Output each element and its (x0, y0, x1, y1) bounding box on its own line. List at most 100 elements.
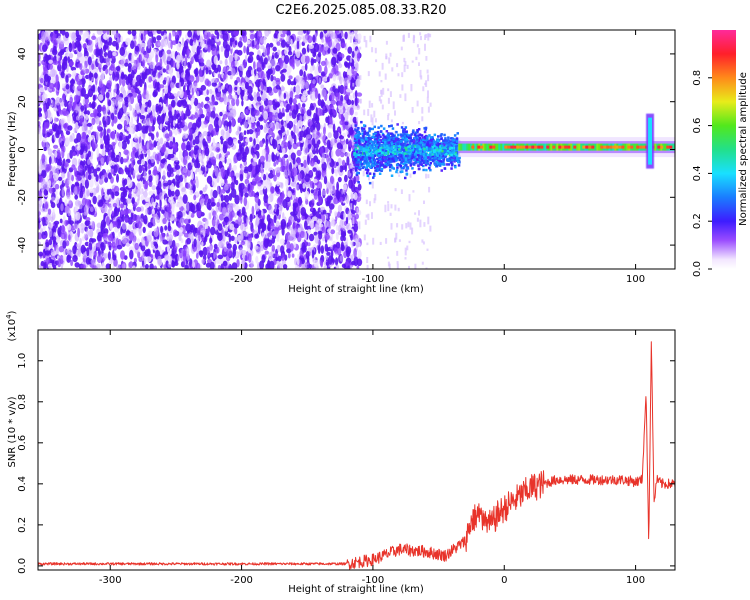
heatmap-cell (223, 246, 227, 252)
heatmap-cell (254, 233, 260, 239)
heatmap-cell (270, 74, 274, 82)
heatmap-cell (109, 131, 113, 139)
heatmap-cell (301, 65, 306, 71)
heatmap-cell (162, 113, 165, 123)
heatmap-cell (38, 181, 41, 190)
heatmap-cell (296, 36, 302, 41)
heatmap-cell (151, 133, 155, 141)
heatmap-cell (246, 116, 251, 121)
heatmap-cell (100, 136, 103, 147)
heatmap-cell (347, 210, 352, 221)
heatmap-cell (60, 49, 66, 54)
heatmap-cell (270, 169, 273, 174)
heatmap-cell (88, 178, 94, 188)
heatmap-cell (83, 150, 87, 160)
heatmap-cell (44, 250, 51, 256)
heatmap-cell (151, 104, 156, 113)
heatmap-cell (38, 127, 41, 135)
heatmap-cell (147, 38, 151, 49)
heatmap-cell (218, 81, 221, 88)
heatmap-cell (156, 194, 160, 201)
heatmap-cell (331, 217, 335, 227)
figure-title: C2E6.2025.085.08.33.R20 (275, 3, 446, 18)
heatmap-cell (42, 44, 48, 52)
heatmap-cell (156, 35, 162, 41)
heatmap-cell (190, 212, 195, 218)
heatmap-cell (276, 41, 281, 46)
heatmap-cell (148, 125, 152, 133)
heatmap-cell (72, 151, 76, 157)
heatmap-cell (177, 118, 182, 124)
heatmap-cell (220, 179, 225, 187)
heatmap-cell (101, 262, 106, 269)
heatmap-cell (161, 127, 166, 133)
heatmap-cell (265, 172, 269, 181)
heatmap-cell (165, 100, 169, 108)
heatmap-cell (245, 251, 250, 262)
heatmap-cell (169, 110, 172, 116)
heatmap-cell (55, 96, 61, 106)
heatmap-cell (259, 124, 264, 130)
heatmap-cell (41, 30, 46, 40)
heatmap-cell (269, 42, 274, 48)
heatmap-cell (232, 139, 238, 145)
heatmap-cell (45, 190, 49, 196)
heatmap-cell (215, 87, 218, 94)
heatmap-cell (275, 256, 279, 262)
heatmap-cell (293, 86, 296, 93)
heatmap-cell (93, 242, 96, 252)
heatmap-cell (193, 147, 198, 156)
heatmap-cell (339, 255, 344, 262)
heatmap-cell (107, 172, 112, 180)
heatmap-cell (303, 30, 307, 34)
heatmap-cell (71, 164, 76, 171)
heatmap-cell (289, 243, 294, 252)
heatmap-cell (255, 79, 261, 88)
heatmap-cell (104, 176, 109, 183)
heatmap-cell (84, 103, 90, 108)
heatmap-cell (143, 214, 148, 225)
heatmap-cell (162, 170, 166, 180)
heatmap-cell (307, 229, 312, 234)
heatmap-cell (351, 65, 355, 75)
heatmap-cell (111, 191, 115, 199)
heatmap-cell (68, 199, 72, 205)
heatmap-cell (120, 35, 123, 43)
heatmap-cell (134, 163, 139, 174)
heatmap-cell (280, 245, 285, 255)
heatmap-cell (157, 42, 162, 47)
heatmap-cell (208, 69, 212, 75)
heatmap-cell (81, 176, 86, 186)
heatmap-cell (245, 146, 249, 155)
heatmap-cell (151, 201, 157, 207)
heatmap-cell (104, 40, 109, 49)
heatmap-cell (300, 207, 307, 216)
heatmap-cell (312, 51, 317, 58)
heatmap-cell (230, 67, 236, 77)
heatmap-cell (236, 87, 241, 96)
heatmap-cell (160, 159, 166, 164)
heatmap-cell (111, 141, 116, 146)
heatmap-cell (103, 120, 107, 128)
heatmap-cell (129, 249, 134, 260)
heatmap-cell (345, 138, 349, 145)
heatmap-cell (321, 189, 327, 196)
heatmap-cell (60, 146, 65, 152)
heatmap-cell (345, 246, 352, 255)
heatmap-cell (228, 112, 234, 117)
heatmap-cell (229, 223, 235, 231)
heatmap-cell (225, 68, 228, 75)
heatmap-cell (201, 161, 205, 168)
heatmap-cell (169, 167, 174, 174)
heatmap-cell (84, 179, 89, 189)
heatmap-cell (222, 260, 228, 267)
heatmap-cell (256, 96, 262, 102)
heatmap-cell (160, 75, 164, 81)
heatmap-cell (215, 147, 221, 153)
heatmap-cell (264, 30, 270, 37)
heatmap-cell (75, 174, 81, 182)
heatmap-cell (81, 87, 86, 97)
heatmap-cell (114, 205, 118, 215)
heatmap-cell (79, 238, 82, 245)
heatmap-cell (47, 36, 52, 42)
